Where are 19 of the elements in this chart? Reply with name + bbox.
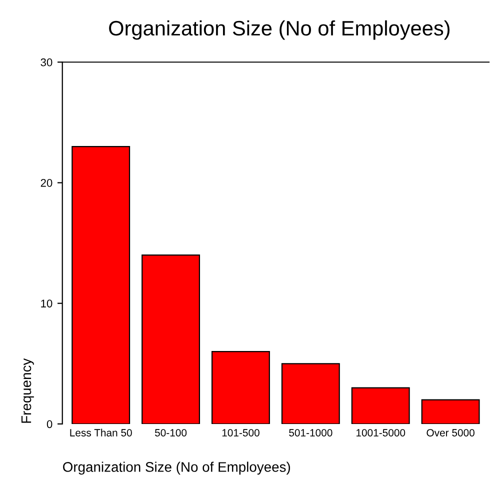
bar [72,146,130,424]
bar [211,351,270,424]
x-tick-label: 50-100 [154,429,187,436]
bar [142,254,200,424]
x-tick-label: Less Than 50 [70,428,132,436]
y-axis-title: Frequency [21,358,34,423]
bar [351,387,410,424]
bar [281,363,340,424]
y-tick-label: 20 [40,179,52,187]
y-tick-label: 0 [46,420,52,428]
x-tick-label: 501-1000 [289,429,332,436]
y-tick-label: 30 [40,58,52,66]
x-axis-title: Organization Size (No of Employees) [63,462,290,475]
chart-title: Organization Size (No of Employees) [109,20,450,40]
y-tick-label: 10 [41,300,52,308]
bar [421,399,480,424]
x-tick-label: 101-500 [222,429,260,436]
x-tick-label: Over 5000 [426,429,474,436]
x-tick-label: 1001-5000 [356,429,406,436]
